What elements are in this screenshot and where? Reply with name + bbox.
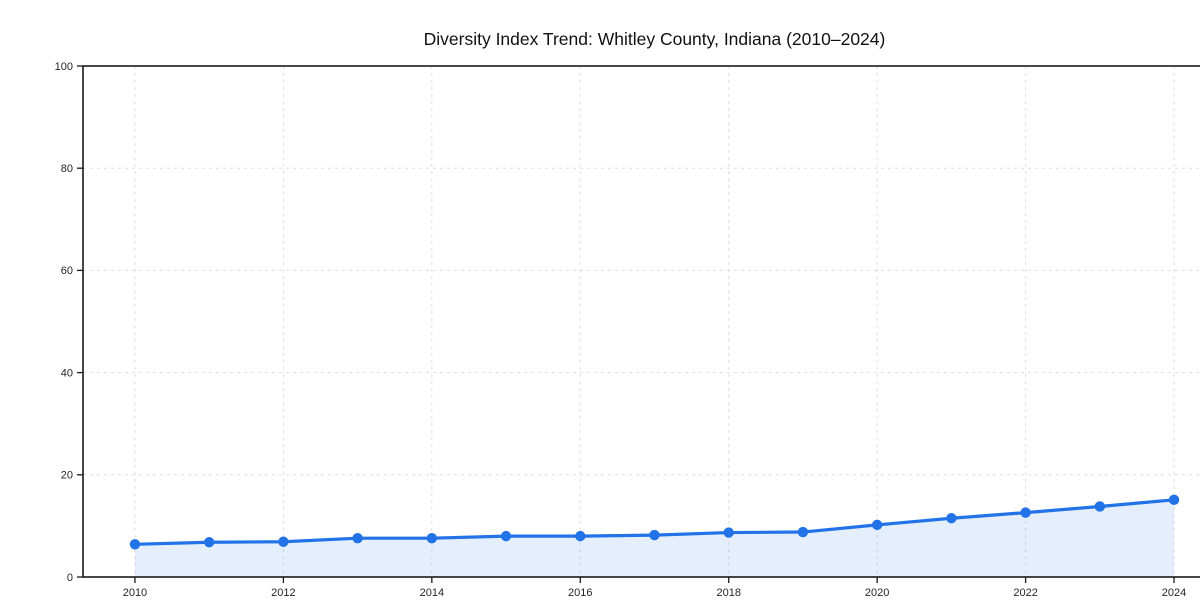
data-point-2019 xyxy=(797,526,809,538)
data-point-2023 xyxy=(1094,501,1106,512)
data-point-2022 xyxy=(1020,507,1031,518)
y-tick-label: 100 xyxy=(55,61,73,73)
diversity-trend-line-chart: 0 20 40 60 80 100 2010 2012 2014 2016 2018 2020 2022… xyxy=(55,29,1200,599)
chart-title: Diversity Index Trend: Whitley County, I… xyxy=(424,29,886,49)
axis-layer: 0 20 40 60 80 100 2010 2012 2014 2016 2018 2020 2022… xyxy=(55,61,1200,599)
plot-border xyxy=(82,65,1200,578)
grid-layer xyxy=(83,66,1200,577)
x-tick-label: 2014 xyxy=(420,587,444,599)
data-point-2010 xyxy=(129,539,141,550)
data-point-2016 xyxy=(575,530,586,542)
data-point-2017 xyxy=(649,529,660,541)
x-tick-label: 2016 xyxy=(568,587,592,599)
y-tick-label: 40 xyxy=(61,367,73,379)
x-tick-label: 2024 xyxy=(1162,587,1186,599)
data-point-2024 xyxy=(1168,494,1180,506)
y-tick-label: 0 xyxy=(67,572,73,584)
data-point-2015 xyxy=(500,530,512,542)
x-tick-label: 2012 xyxy=(271,587,295,599)
x-tick-label: 2022 xyxy=(1013,587,1037,599)
x-tick-label: 2020 xyxy=(865,587,889,599)
data-point-2021 xyxy=(946,513,957,524)
data-point-2013 xyxy=(352,532,363,544)
data-point-2012 xyxy=(278,536,289,547)
data-point-2014 xyxy=(426,532,438,544)
y-tick-label: 20 xyxy=(61,470,73,482)
data-point-2020 xyxy=(871,519,883,531)
x-tick-label: 2018 xyxy=(716,587,740,599)
data-layer xyxy=(129,494,1180,577)
y-tick-label: 80 xyxy=(61,163,73,175)
y-tick-label: 60 xyxy=(61,265,73,277)
data-point-2018 xyxy=(723,527,734,538)
data-point-2011 xyxy=(203,537,215,548)
diversity-index-chart-figure: 0 20 40 60 80 100 2010 2012 2014 2016 2018 2020 2022… xyxy=(40,16,1200,600)
x-tick-label: 2010 xyxy=(123,587,147,599)
